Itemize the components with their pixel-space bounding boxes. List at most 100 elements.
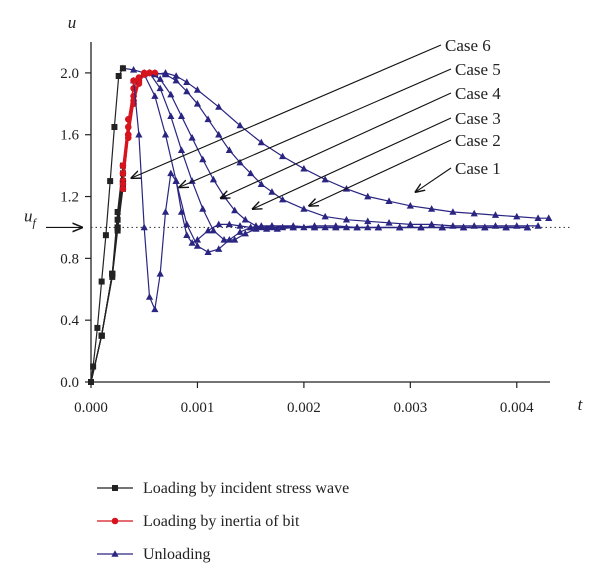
legend-item-3: Unloading: [97, 546, 211, 563]
unloading-point: [215, 245, 223, 252]
loading-inertia-point: [140, 71, 148, 78]
unloading-point: [406, 202, 414, 209]
unloading-point: [247, 169, 255, 177]
x-tick-label: 0.002: [287, 400, 321, 416]
unloading-point: [199, 155, 207, 163]
loading-inertia-point: [135, 80, 143, 88]
loading-inertia-point: [130, 77, 137, 84]
case-arrow-1: [416, 167, 452, 192]
unloading-point: [236, 222, 244, 229]
unloading-point: [449, 208, 457, 215]
unloading-point: [167, 112, 175, 119]
unloading-point: [321, 175, 329, 183]
unloading-point: [428, 205, 436, 212]
y-tick-label: 0.4: [60, 313, 79, 329]
case-label-2: Case 2: [455, 131, 501, 150]
uf-label-main: u: [24, 206, 33, 225]
unloading-point: [161, 130, 170, 138]
unloading-point: [491, 211, 500, 218]
unloading-point: [459, 223, 468, 231]
y-tick-label: 0.8: [60, 251, 79, 267]
unloading-point: [279, 223, 287, 231]
unloading-point: [417, 223, 425, 231]
case-arrow-4: [221, 92, 452, 198]
unloading-point: [220, 236, 228, 243]
unloading-point: [193, 100, 202, 107]
unloading-point: [199, 205, 207, 212]
case-label-3: Case 3: [455, 109, 501, 128]
loading-inertia-point: [146, 69, 153, 77]
unloading-point: [545, 214, 553, 221]
legend-label: Loading by incident stress wave: [143, 480, 349, 497]
unloading-point: [183, 78, 191, 85]
unloading-point: [279, 195, 287, 203]
unloading-point: [172, 76, 180, 84]
unloading-point: [513, 212, 521, 220]
unloading-point: [236, 121, 244, 129]
legend: Loading by incident stress wave Loading b…: [97, 480, 349, 563]
unloading-point: [257, 138, 265, 146]
unloading-point: [215, 103, 223, 110]
uf-label: uf: [24, 206, 38, 229]
unloading-point: [129, 66, 138, 73]
loading-inertia-point: [119, 185, 127, 193]
unloading-point: [342, 215, 351, 223]
unloading-point: [374, 223, 382, 231]
case-annotations: Case 1 Case 2 Case 3 Case 4 Case 5 Case 6: [46, 36, 501, 227]
y-tick-label: 1.2: [60, 190, 79, 206]
unloading-point: [502, 223, 510, 231]
unloading-point: [193, 242, 202, 249]
unloading-point: [257, 223, 265, 231]
unloading-point: [151, 92, 159, 99]
unloading-point: [428, 220, 436, 228]
unloading-point: [183, 87, 191, 95]
loading-incident-point: [107, 178, 114, 185]
case-arrow-5: [179, 68, 452, 187]
unloading-point: [257, 180, 265, 187]
legend-label: Loading by inertia of bit: [143, 513, 300, 530]
legend-circle-marker: [111, 517, 119, 525]
loading-inertia-line: [122, 72, 150, 174]
x-axis-label: t: [578, 395, 584, 414]
case-series-6: [88, 76, 372, 385]
unloading-point: [321, 223, 329, 231]
unloading-point: [177, 208, 186, 215]
legend-item-2: Loading by inertia of bit: [97, 513, 300, 530]
series: [88, 64, 553, 385]
loading-incident-point: [98, 278, 105, 285]
unloading-point: [364, 192, 372, 200]
loading-incident-point: [119, 65, 126, 72]
unloading-point: [523, 223, 532, 231]
loading-inertia-point: [124, 131, 132, 139]
legend-triangle-marker: [111, 550, 119, 557]
unloading-point: [172, 72, 180, 79]
case-label-5: Case 5: [455, 60, 501, 79]
unloading-point: [300, 164, 308, 172]
loading-incident-point: [114, 216, 121, 223]
unloading-point: [204, 115, 212, 123]
unloading-point: [321, 212, 329, 220]
unloading-point: [364, 217, 372, 225]
unloading-point: [177, 146, 186, 153]
unloading-point: [193, 236, 202, 243]
unloading-point: [534, 214, 542, 221]
loading-incident-line: [90, 165, 124, 383]
y-tick-label: 2.0: [60, 66, 79, 82]
loading-incident-point: [98, 332, 105, 339]
unloading-point: [385, 219, 393, 226]
loading-incident-point: [114, 227, 121, 234]
unloading-point: [204, 226, 212, 234]
case-label-4: Case 4: [455, 84, 501, 103]
x-tick-label: 0.001: [181, 400, 215, 416]
unloading-point: [225, 236, 233, 243]
loading-incident-point: [109, 273, 116, 280]
legend-square-marker: [112, 485, 118, 491]
unloading-point: [342, 223, 351, 231]
x-tick-label: 0.004: [500, 400, 534, 416]
x-tick-label: 0.003: [393, 400, 427, 416]
unloading-point: [481, 223, 489, 231]
unloading-point: [204, 248, 212, 255]
unloading-point: [188, 134, 196, 141]
unloading-point: [241, 215, 249, 223]
